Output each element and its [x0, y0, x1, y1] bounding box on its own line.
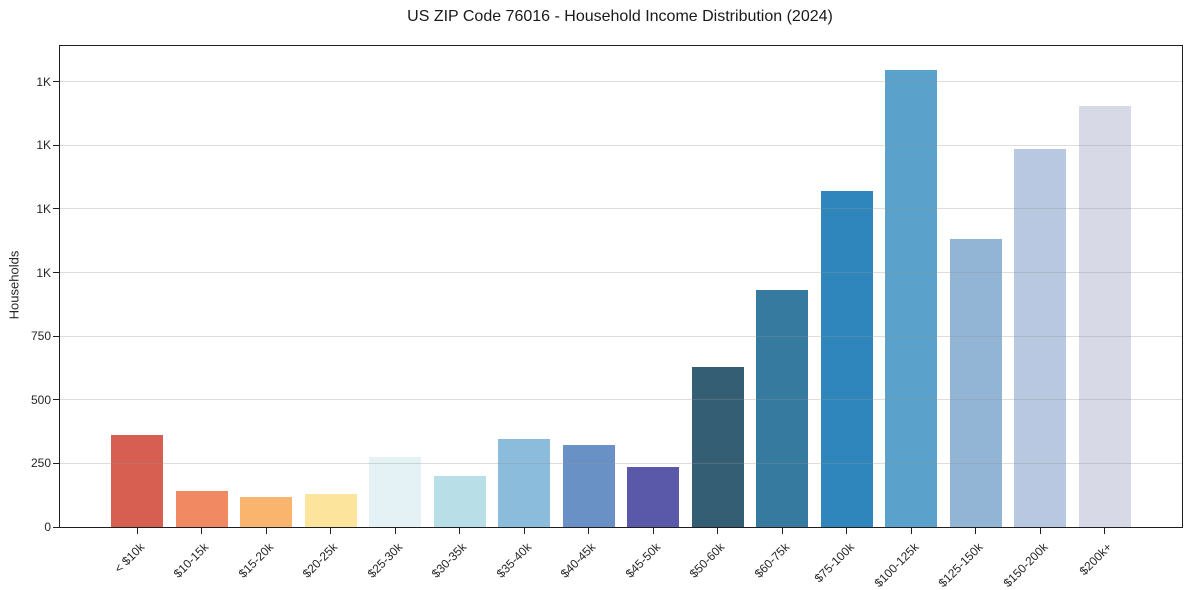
- bar-8: [562, 445, 615, 527]
- bar-12: [820, 191, 873, 527]
- bar-2: [175, 490, 228, 527]
- x-tick-mark: [459, 528, 461, 534]
- y-tick-mark: [53, 526, 59, 528]
- x-tick-mark: [523, 528, 525, 534]
- y-tick-label: 750: [30, 329, 51, 344]
- x-tick-mark: [265, 528, 267, 534]
- bar-15: [1014, 149, 1067, 527]
- bar-7: [498, 439, 551, 527]
- x-tick-label: $25-30k: [364, 540, 406, 581]
- x-tick-mark: [136, 528, 138, 534]
- x-tick-mark: [330, 528, 332, 534]
- x-tick-mark: [1039, 528, 1041, 534]
- y-tick-mark: [53, 81, 59, 83]
- bar-3: [240, 497, 293, 527]
- x-tick-label: $15-20k: [235, 540, 277, 581]
- x-tick-label: $35-40k: [493, 540, 535, 581]
- x-tick-label: $75-100k: [811, 540, 857, 586]
- x-tick-mark: [846, 528, 848, 534]
- x-tick-label: $20-25k: [300, 540, 341, 581]
- y-tick-mark: [53, 272, 59, 273]
- bar-6: [433, 476, 486, 527]
- y-tick-mark: [53, 462, 59, 464]
- bar-13: [885, 70, 938, 527]
- y-tick-label: 1K: [36, 138, 51, 153]
- bar-10: [691, 366, 744, 527]
- chart-title: US ZIP Code 76016 - Household Income Dis…: [407, 8, 833, 25]
- y-tick-label: 0: [44, 520, 51, 534]
- y-tick-mark: [53, 399, 59, 401]
- x-tick-mark: [717, 528, 719, 534]
- y-tick-mark: [53, 144, 59, 146]
- bar-1: [111, 435, 164, 527]
- x-tick-label: $100-125k: [871, 540, 922, 590]
- bar-11: [756, 290, 809, 527]
- x-tick-label: < $10k: [111, 540, 148, 576]
- y-tick-label: 250: [30, 456, 51, 471]
- y-tick-label: 1K: [36, 201, 51, 216]
- x-tick-mark: [1104, 528, 1106, 534]
- gridline: [60, 81, 1182, 83]
- x-tick-mark: [781, 528, 783, 534]
- x-tick-label: $45-50k: [622, 540, 664, 581]
- x-tick-label: $30-35k: [429, 540, 470, 581]
- y-tick-label: 1K: [36, 265, 51, 280]
- y-tick-label: 1K: [36, 74, 51, 89]
- x-tick-mark: [201, 528, 203, 534]
- x-tick-label: $50-60k: [687, 540, 728, 581]
- x-tick-mark: [652, 528, 654, 534]
- x-tick-mark: [588, 528, 590, 534]
- x-tick-label: $60-75k: [751, 540, 793, 581]
- bar-5: [369, 456, 422, 527]
- x-tick-mark: [910, 528, 912, 534]
- gridline: [60, 144, 1182, 146]
- x-tick-label: $40-45k: [558, 540, 599, 581]
- x-tick-label: $150-200k: [1000, 540, 1051, 590]
- y-axis-label: Households: [6, 250, 22, 320]
- x-tick-label: $200k+: [1076, 540, 1115, 578]
- bar-14: [949, 239, 1002, 527]
- x-tick-mark: [975, 528, 977, 534]
- bar-16: [1078, 105, 1131, 527]
- bar-9: [627, 467, 680, 527]
- x-tick-label: $125-150k: [935, 540, 986, 590]
- plot-area: 0 250 500 750 1K 1K 1K 1K < $10k $10-15k $15-20k $2…: [31, 45, 1183, 590]
- x-tick-label: $10-15k: [171, 540, 212, 581]
- x-tick-mark: [394, 528, 396, 534]
- y-tick-mark: [53, 335, 59, 337]
- bar-4: [304, 493, 357, 527]
- y-tick-mark: [53, 208, 59, 210]
- y-tick-label: 500: [30, 392, 51, 407]
